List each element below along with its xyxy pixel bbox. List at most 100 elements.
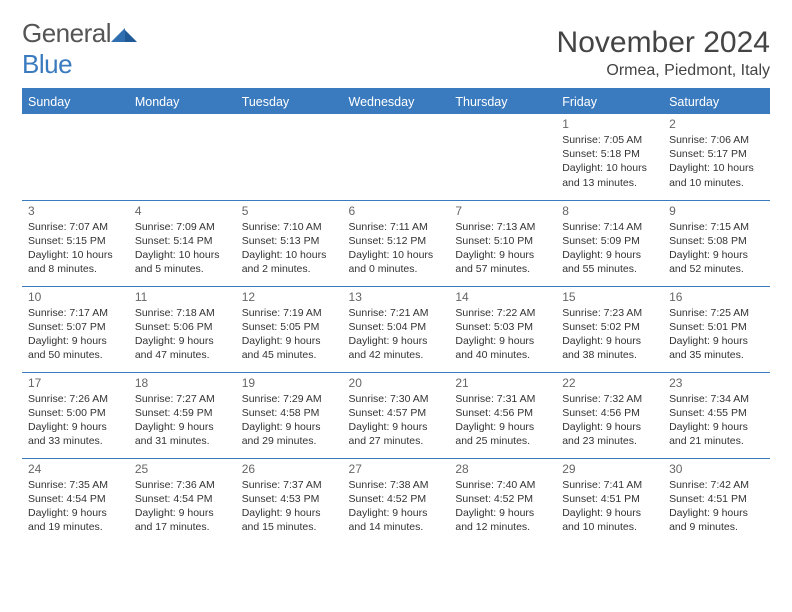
calendar-cell <box>449 114 556 200</box>
daylight-line: Daylight: 9 hours <box>28 506 123 520</box>
calendar-cell: 4Sunrise: 7:09 AMSunset: 5:14 PMDaylight… <box>129 200 236 286</box>
sunset-line: Sunset: 5:04 PM <box>349 320 444 334</box>
calendar-cell: 22 Sunrise: 7:32 AMSunset: 4:56 PMDayligh… <box>556 372 663 458</box>
calendar-cell <box>22 114 129 200</box>
day-details: Sunrise: 7:40 AMSunset: 4:52 PMDaylight:… <box>455 478 550 535</box>
calendar-cell: 1Sunrise: 7:05 AMSunset: 5:18 PMDaylight… <box>556 114 663 200</box>
calendar-cell: 25Sunrise: 7:36 AMSunset: 4:54 PMDayligh… <box>129 458 236 544</box>
day-details: Sunrise: 7:32 AMSunset: 4:56 PMDaylight:… <box>562 392 657 449</box>
day-number: 4 <box>135 204 230 218</box>
day-details: Sunrise: 7:18 AMSunset: 5:06 PMDaylight:… <box>135 306 230 363</box>
daylight-line: and 40 minutes. <box>455 348 550 362</box>
daylight-line: Daylight: 9 hours <box>455 248 550 262</box>
sunrise-line: Sunrise: 7:07 AM <box>28 220 123 234</box>
sunrise-line: Sunrise: 7:06 AM <box>669 133 764 147</box>
calendar-cell <box>236 114 343 200</box>
day-number: 11 <box>135 290 230 304</box>
day-number: 28 <box>455 462 550 476</box>
daylight-line: Daylight: 9 hours <box>135 506 230 520</box>
calendar-cell: 6Sunrise: 7:11 AMSunset: 5:12 PMDaylight… <box>343 200 450 286</box>
sunset-line: Sunset: 5:17 PM <box>669 147 764 161</box>
daylight-line: and 8 minutes. <box>28 262 123 276</box>
day-number: 26 <box>242 462 337 476</box>
sunset-line: Sunset: 5:03 PM <box>455 320 550 334</box>
calendar-body: 1Sunrise: 7:05 AMSunset: 5:18 PMDaylight… <box>22 114 770 544</box>
daylight-line: and 2 minutes. <box>242 262 337 276</box>
day-details: Sunrise: 7:05 AMSunset: 5:18 PMDaylight:… <box>562 133 657 190</box>
daylight-line: Daylight: 9 hours <box>242 334 337 348</box>
day-number: 8 <box>562 204 657 218</box>
daylight-line: Daylight: 9 hours <box>135 420 230 434</box>
daylight-line: Daylight: 9 hours <box>669 420 764 434</box>
day-details: Sunrise: 7:30 AMSunset: 4:57 PMDaylight:… <box>349 392 444 449</box>
daylight-line: and 14 minutes. <box>349 520 444 534</box>
day-number: 7 <box>455 204 550 218</box>
col-tuesday: Tuesday <box>236 89 343 114</box>
day-number: 17 <box>28 376 123 390</box>
sunrise-line: Sunrise: 7:11 AM <box>349 220 444 234</box>
calendar-week-row: 24Sunrise: 7:35 AMSunset: 4:54 PMDayligh… <box>22 458 770 544</box>
day-details: Sunrise: 7:25 AMSunset: 5:01 PMDaylight:… <box>669 306 764 363</box>
sunrise-line: Sunrise: 7:32 AM <box>562 392 657 406</box>
daylight-line: Daylight: 10 hours <box>242 248 337 262</box>
sunset-line: Sunset: 4:52 PM <box>455 492 550 506</box>
day-number: 22 <box>562 376 657 390</box>
daylight-line: Daylight: 10 hours <box>28 248 123 262</box>
sunset-line: Sunset: 5:07 PM <box>28 320 123 334</box>
daylight-line: and 13 minutes. <box>562 176 657 190</box>
sunrise-line: Sunrise: 7:14 AM <box>562 220 657 234</box>
col-saturday: Saturday <box>663 89 770 114</box>
sunrise-line: Sunrise: 7:34 AM <box>669 392 764 406</box>
day-details: Sunrise: 7:35 AMSunset: 4:54 PMDaylight:… <box>28 478 123 535</box>
daylight-line: Daylight: 9 hours <box>669 248 764 262</box>
day-number: 23 <box>669 376 764 390</box>
sunset-line: Sunset: 4:52 PM <box>349 492 444 506</box>
calendar-cell: 16Sunrise: 7:25 AMSunset: 5:01 PMDayligh… <box>663 286 770 372</box>
daylight-line: Daylight: 9 hours <box>455 420 550 434</box>
day-number: 6 <box>349 204 444 218</box>
daylight-line: Daylight: 9 hours <box>562 506 657 520</box>
daylight-line: Daylight: 10 hours <box>562 161 657 175</box>
sunrise-line: Sunrise: 7:26 AM <box>28 392 123 406</box>
daylight-line: Daylight: 10 hours <box>669 161 764 175</box>
title-block: November 2024 Ormea, Piedmont, Italy <box>557 26 770 80</box>
sunrise-line: Sunrise: 7:42 AM <box>669 478 764 492</box>
sunrise-line: Sunrise: 7:21 AM <box>349 306 444 320</box>
daylight-line: and 31 minutes. <box>135 434 230 448</box>
calendar-cell: 29Sunrise: 7:41 AMSunset: 4:51 PMDayligh… <box>556 458 663 544</box>
sunset-line: Sunset: 4:55 PM <box>669 406 764 420</box>
calendar-cell <box>343 114 450 200</box>
daylight-line: Daylight: 9 hours <box>349 420 444 434</box>
col-friday: Friday <box>556 89 663 114</box>
day-number: 30 <box>669 462 764 476</box>
day-number: 27 <box>349 462 444 476</box>
sunset-line: Sunset: 4:59 PM <box>135 406 230 420</box>
sunrise-line: Sunrise: 7:31 AM <box>455 392 550 406</box>
day-details: Sunrise: 7:07 AMSunset: 5:15 PMDaylight:… <box>28 220 123 277</box>
calendar-week-row: 10Sunrise: 7:17 AMSunset: 5:07 PMDayligh… <box>22 286 770 372</box>
daylight-line: and 10 minutes. <box>669 176 764 190</box>
daylight-line: Daylight: 9 hours <box>28 334 123 348</box>
day-number: 21 <box>455 376 550 390</box>
day-details: Sunrise: 7:31 AMSunset: 4:56 PMDaylight:… <box>455 392 550 449</box>
day-number: 12 <box>242 290 337 304</box>
calendar-cell: 20Sunrise: 7:30 AMSunset: 4:57 PMDayligh… <box>343 372 450 458</box>
daylight-line: Daylight: 9 hours <box>349 506 444 520</box>
daylight-line: Daylight: 9 hours <box>135 334 230 348</box>
calendar-cell: 3Sunrise: 7:07 AMSunset: 5:15 PMDaylight… <box>22 200 129 286</box>
calendar-page: GeneralBlue November 2024 Ormea, Piedmon… <box>0 0 792 612</box>
calendar-week-row: 1Sunrise: 7:05 AMSunset: 5:18 PMDaylight… <box>22 114 770 200</box>
sunrise-line: Sunrise: 7:19 AM <box>242 306 337 320</box>
sunset-line: Sunset: 5:14 PM <box>135 234 230 248</box>
sunset-line: Sunset: 4:58 PM <box>242 406 337 420</box>
day-number: 29 <box>562 462 657 476</box>
daylight-line: Daylight: 9 hours <box>242 420 337 434</box>
calendar-cell: 11 Sunrise: 7:18 AMSunset: 5:06 PMDayligh… <box>129 286 236 372</box>
daylight-line: and 38 minutes. <box>562 348 657 362</box>
calendar-cell: 14Sunrise: 7:22 AMSunset: 5:03 PMDayligh… <box>449 286 556 372</box>
day-details: Sunrise: 7:06 AMSunset: 5:17 PMDaylight:… <box>669 133 764 190</box>
calendar-cell: 24Sunrise: 7:35 AMSunset: 4:54 PMDayligh… <box>22 458 129 544</box>
calendar-cell: 13Sunrise: 7:21 AMSunset: 5:04 PMDayligh… <box>343 286 450 372</box>
daylight-line: Daylight: 10 hours <box>349 248 444 262</box>
sunrise-line: Sunrise: 7:27 AM <box>135 392 230 406</box>
